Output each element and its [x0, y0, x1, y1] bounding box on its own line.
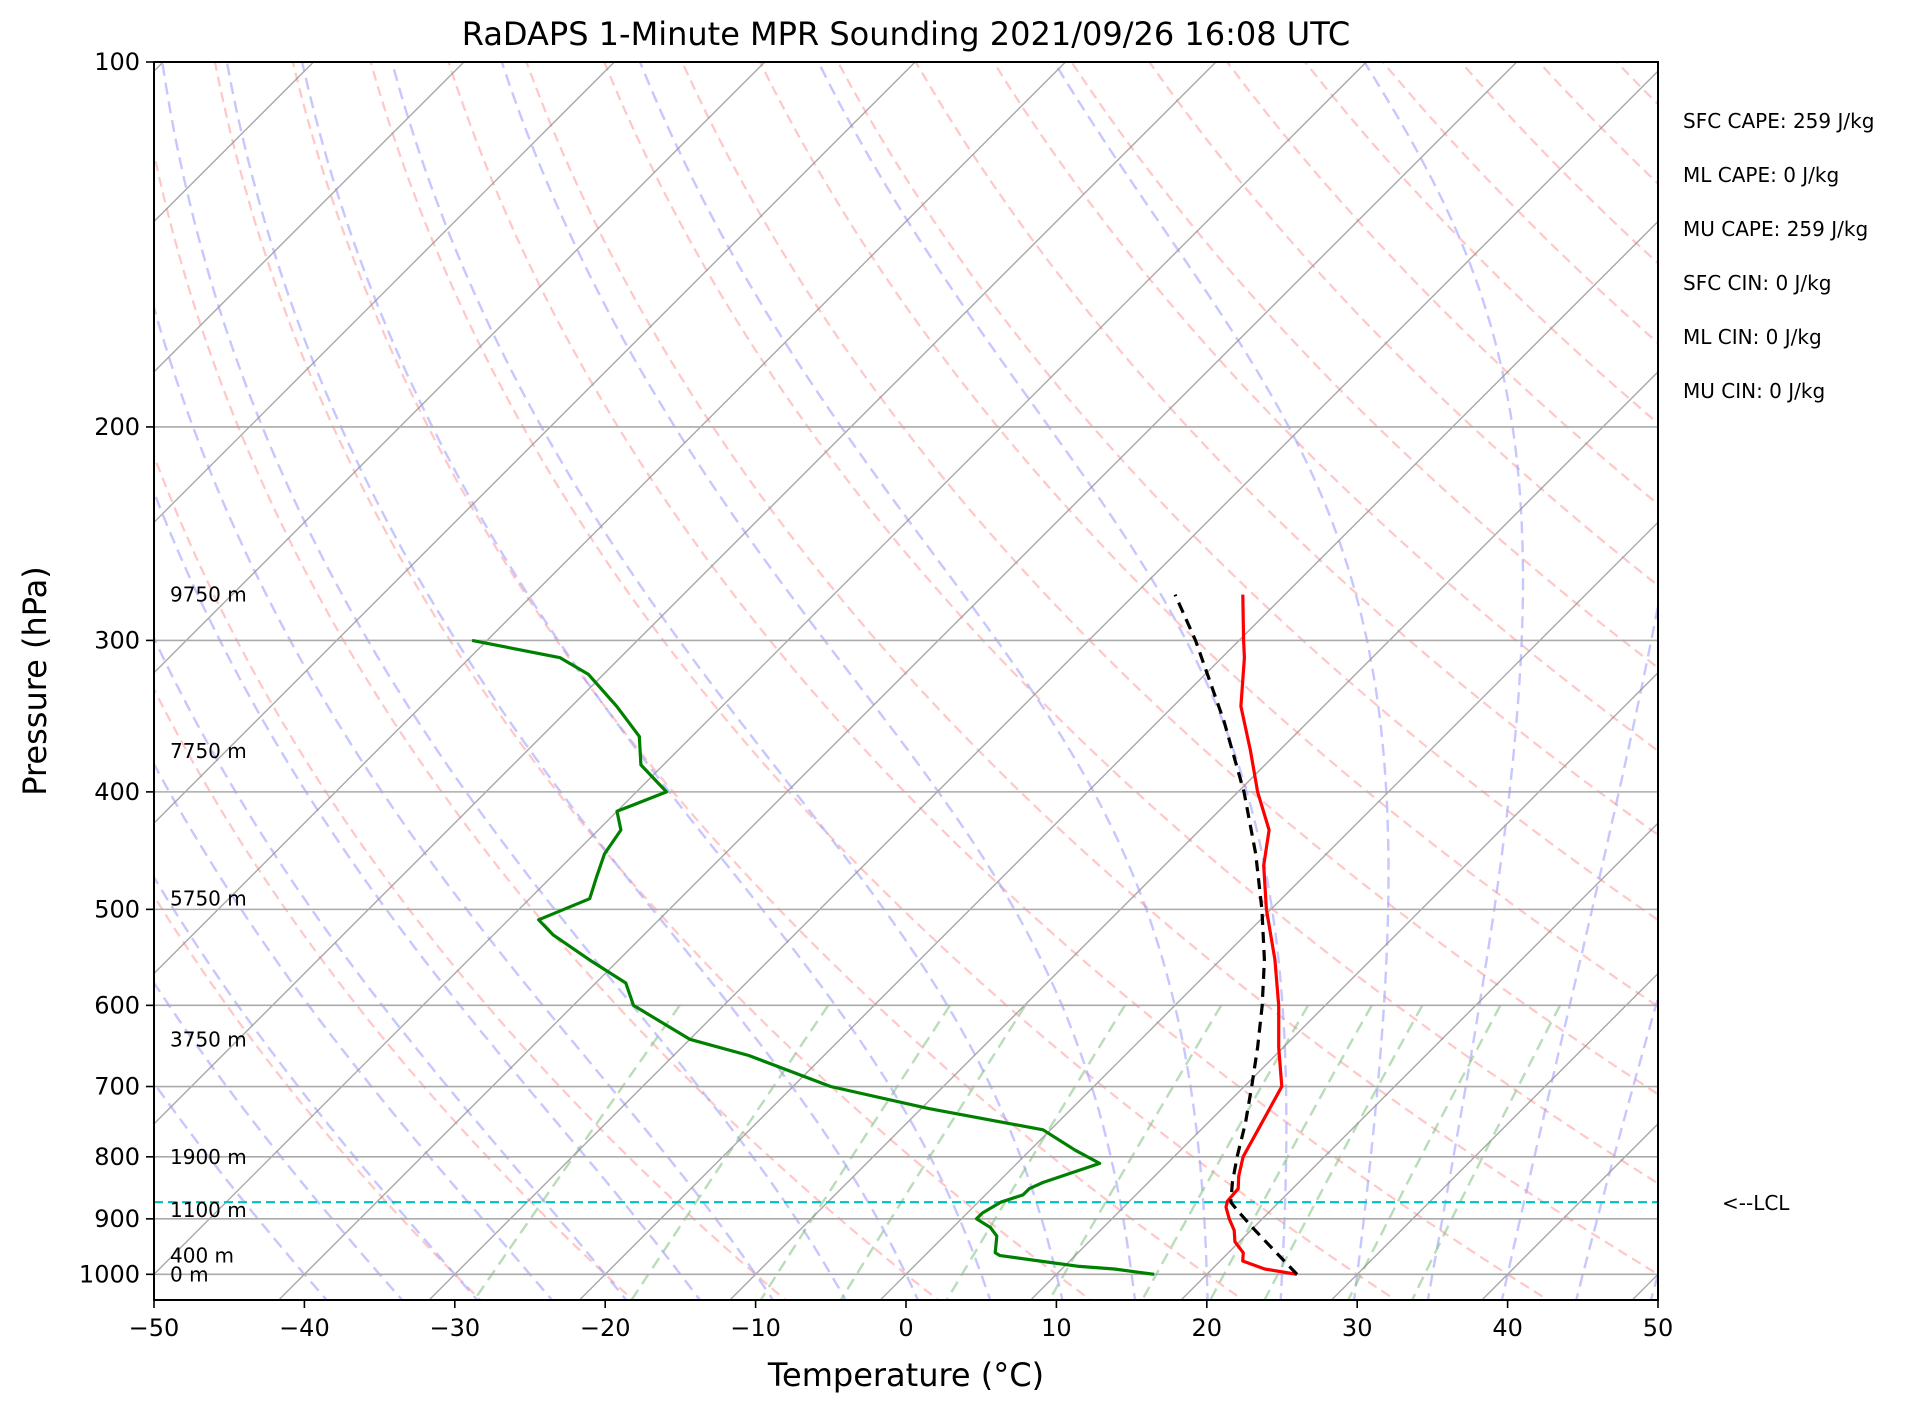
x-tick-label: 50 — [1643, 1314, 1674, 1342]
isotherm — [154, 62, 916, 825]
moist-adiabat — [300, 62, 992, 1300]
isotherm — [154, 62, 465, 373]
isotherm — [1631, 1273, 1658, 1300]
y-tick-label: 1000 — [79, 1260, 140, 1288]
x-tick-label: 20 — [1192, 1314, 1223, 1342]
stability-indices: SFC CAPE: 259 J/kg ML CAPE: 0 J/kg MU CAPE… — [1683, 109, 1874, 403]
x-tick-label: −20 — [580, 1314, 631, 1342]
moist-adiabat — [154, 980, 404, 1300]
isotherm — [578, 220, 1658, 1300]
moist-adiabat — [1649, 1269, 1658, 1300]
dry-adiabat — [758, 62, 1658, 1008]
plot-background — [154, 62, 1658, 1300]
parcel-trace — [1173, 593, 1299, 1276]
x-tick-label: −50 — [129, 1314, 180, 1342]
dewpoint-trace — [471, 638, 1155, 1276]
stat-line: SFC CIN: 0 J/kg — [1683, 271, 1831, 295]
x-tick-label: 40 — [1492, 1314, 1523, 1342]
chart-title: RaDAPS 1-Minute MPR Sounding 2021/09/26 … — [462, 15, 1350, 53]
dry-adiabat — [213, 62, 1093, 1300]
lcl-label: <--LCL — [1722, 1191, 1790, 1215]
dry-adiabat — [914, 62, 1658, 837]
profile-traces — [471, 593, 1299, 1276]
height-label: 5750 m — [170, 887, 247, 911]
y-tick-label: 100 — [94, 48, 140, 76]
mixing-ratio-line — [1410, 1004, 1562, 1300]
height-labels: 9750 m 7750 m 5750 m 3750 m 1900 m 1100 m 400 … — [170, 583, 247, 1287]
dry-adiabat — [1147, 62, 1658, 587]
mixing-ratio-line — [1140, 1004, 1310, 1300]
height-label: 7750 m — [170, 739, 247, 763]
height-label: 9750 m — [170, 583, 247, 607]
dry-adiabat — [680, 62, 1658, 1096]
temperature-trace — [1224, 594, 1298, 1276]
isotherm — [154, 62, 1367, 1276]
mixing-ratio-line — [839, 1004, 1027, 1300]
x-tick-label: 10 — [1041, 1314, 1072, 1342]
y-tick-label: 800 — [94, 1143, 140, 1171]
isotherm — [1330, 972, 1658, 1300]
x-axis-label: Temperature (°C) — [767, 1356, 1044, 1394]
stat-line: MU CIN: 0 J/kg — [1683, 379, 1825, 403]
dry-adiabat — [992, 62, 1658, 753]
y-tick-label: 300 — [94, 626, 140, 654]
isotherm — [428, 70, 1658, 1300]
mixing-ratio-line — [945, 1004, 1126, 1300]
moist-adiabat — [1500, 599, 1658, 1300]
y-tick-label: 600 — [94, 991, 140, 1019]
mixing-ratio-line — [1263, 1004, 1424, 1300]
y-tick-label: 900 — [94, 1205, 140, 1233]
moist-adiabat — [154, 489, 702, 1300]
x-tick-label: 30 — [1342, 1314, 1373, 1342]
dry-adiabat — [603, 62, 1658, 1185]
isotherm — [154, 62, 1067, 975]
height-label: 400 m — [170, 1244, 234, 1268]
y-axis-ticks: 100 200 300 400 500 600 700 800 900 1000 — [79, 48, 154, 1288]
moist-adiabat — [390, 62, 1064, 1300]
stat-line: ML CIN: 0 J/kg — [1683, 325, 1822, 349]
height-label: 0 m — [170, 1262, 209, 1286]
y-tick-label: 500 — [94, 895, 140, 923]
y-tick-label: 400 — [94, 778, 140, 806]
dry-adiabat — [154, 686, 635, 1300]
x-tick-label: −40 — [279, 1314, 330, 1342]
isotherm — [154, 62, 615, 524]
mixing-ratio-line — [1048, 1004, 1223, 1300]
mixing-ratio-line — [759, 1004, 952, 1300]
isotherm — [879, 521, 1658, 1300]
x-tick-label: −10 — [730, 1314, 781, 1342]
y-axis-label: Pressure (hPa) — [16, 566, 54, 796]
isotherm — [154, 62, 766, 674]
isotherm — [0, 62, 13, 1305]
stat-line: ML CAPE: 0 J/kg — [1683, 163, 1839, 187]
height-label: 3750 m — [170, 1027, 247, 1051]
mixing-ratio-line — [1208, 1004, 1373, 1300]
height-label: 1900 m — [170, 1145, 247, 1169]
x-tick-label: −30 — [429, 1314, 480, 1342]
height-label: 1100 m — [170, 1198, 247, 1222]
stat-line: MU CAPE: 259 J/kg — [1683, 217, 1868, 241]
dry-adiabat — [447, 62, 1551, 1300]
isotherm — [1029, 671, 1658, 1300]
isotherm — [1778, 62, 1911, 1305]
mixing-ratio-line — [472, 1004, 681, 1300]
x-tick-label: 0 — [898, 1314, 913, 1342]
stat-line: SFC CAPE: 259 J/kg — [1683, 109, 1874, 133]
isotherm — [1180, 822, 1658, 1300]
isotherm — [728, 370, 1658, 1300]
y-tick-label: 200 — [94, 413, 140, 441]
y-tick-label: 700 — [94, 1073, 140, 1101]
x-axis-ticks: −50 −40 −30 −20 −10 0 10 20 30 40 50 — [129, 1300, 1674, 1342]
isotherm — [277, 62, 1518, 1300]
